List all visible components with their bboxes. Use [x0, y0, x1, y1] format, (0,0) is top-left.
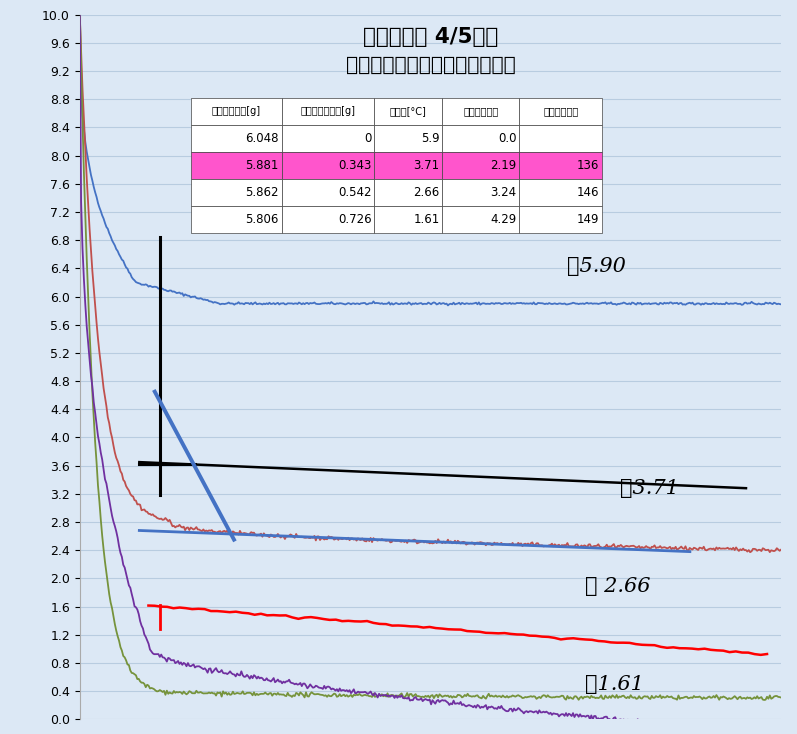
Bar [375, 179, 442, 206]
Bar [442, 179, 520, 206]
Text: ナフタレン溶質[g]: ナフタレン溶質[g] [300, 106, 355, 117]
Text: ⑦ 2.66: ⑦ 2.66 [585, 578, 650, 596]
Bar [520, 206, 603, 233]
Bar [442, 152, 520, 179]
Text: 5.9: 5.9 [421, 132, 439, 145]
Bar [375, 152, 442, 179]
Text: 凝固点降下 4/5実験: 凝固点降下 4/5実験 [363, 27, 498, 48]
Bar [520, 152, 603, 179]
Text: 0.726: 0.726 [338, 214, 371, 226]
Text: 2.19: 2.19 [490, 159, 516, 172]
Text: ①5.90: ①5.90 [567, 258, 626, 277]
Text: 1.61: 1.61 [414, 214, 439, 226]
Bar [281, 125, 375, 152]
Text: 3.71: 3.71 [414, 159, 439, 172]
Bar [281, 206, 375, 233]
Bar [520, 125, 603, 152]
Bar [442, 125, 520, 152]
Bar [442, 98, 520, 125]
Text: 0.0: 0.0 [498, 132, 516, 145]
Text: 0.542: 0.542 [338, 186, 371, 199]
Bar [520, 179, 603, 206]
Bar [375, 206, 442, 233]
Bar [190, 152, 281, 179]
Text: 146: 146 [577, 186, 599, 199]
Text: ⑧1.61: ⑧1.61 [585, 675, 643, 694]
Text: 136: 136 [577, 159, 599, 172]
Text: 5.881: 5.881 [245, 159, 279, 172]
Bar [442, 206, 520, 233]
Text: 計算値分子量: 計算値分子量 [544, 106, 579, 117]
Text: 4.29: 4.29 [490, 214, 516, 226]
Bar [190, 206, 281, 233]
Bar [190, 125, 281, 152]
Bar [281, 152, 375, 179]
Bar [375, 125, 442, 152]
Text: 0: 0 [364, 132, 371, 145]
Text: 6.048: 6.048 [245, 132, 279, 145]
Text: 凝固点[°C]: 凝固点[°C] [390, 106, 426, 117]
Bar [281, 98, 375, 125]
Text: 5.806: 5.806 [245, 214, 279, 226]
Text: 2.66: 2.66 [414, 186, 439, 199]
Bar [190, 98, 281, 125]
Text: ⑥3.71: ⑥3.71 [620, 479, 678, 498]
Bar [520, 98, 603, 125]
Bar [190, 179, 281, 206]
Text: 5.862: 5.862 [245, 186, 279, 199]
Text: 3.24: 3.24 [490, 186, 516, 199]
Bar [281, 179, 375, 206]
Text: 凝固点降下度: 凝固点降下度 [463, 106, 498, 117]
Bar [375, 98, 442, 125]
Text: 149: 149 [577, 214, 599, 226]
Text: ナフタレン溶質、ベンゼン溶媒: ナフタレン溶質、ベンゼン溶媒 [346, 56, 515, 75]
Text: ベンゼン溶媒[g]: ベンゼン溶媒[g] [211, 106, 261, 117]
Text: 0.343: 0.343 [338, 159, 371, 172]
